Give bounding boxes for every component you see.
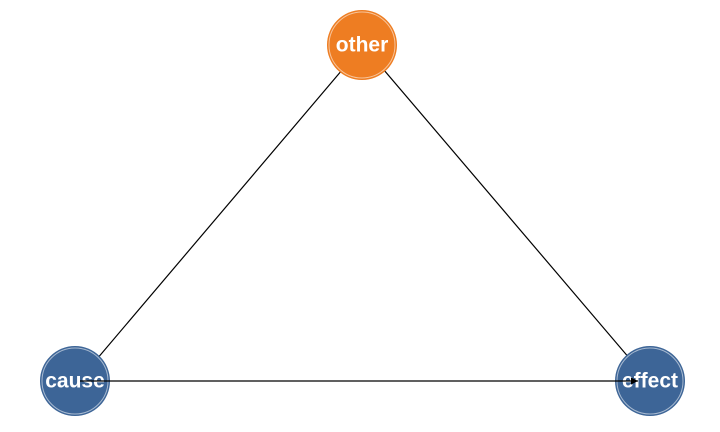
edge-other-to-effect — [377, 62, 637, 367]
node-cause-label: cause — [45, 370, 105, 393]
node-other-circle — [327, 10, 397, 80]
node-effect-circle — [615, 346, 685, 416]
node-other: other — [327, 10, 397, 80]
node-effect: effect — [615, 346, 685, 416]
node-effect-label: effect — [622, 370, 678, 393]
edge-other-to-cause — [90, 62, 349, 367]
node-other-label: other — [336, 34, 389, 57]
node-cause-circle — [40, 346, 110, 416]
edge-layer — [90, 62, 637, 367]
node-other-ring — [328, 11, 396, 79]
